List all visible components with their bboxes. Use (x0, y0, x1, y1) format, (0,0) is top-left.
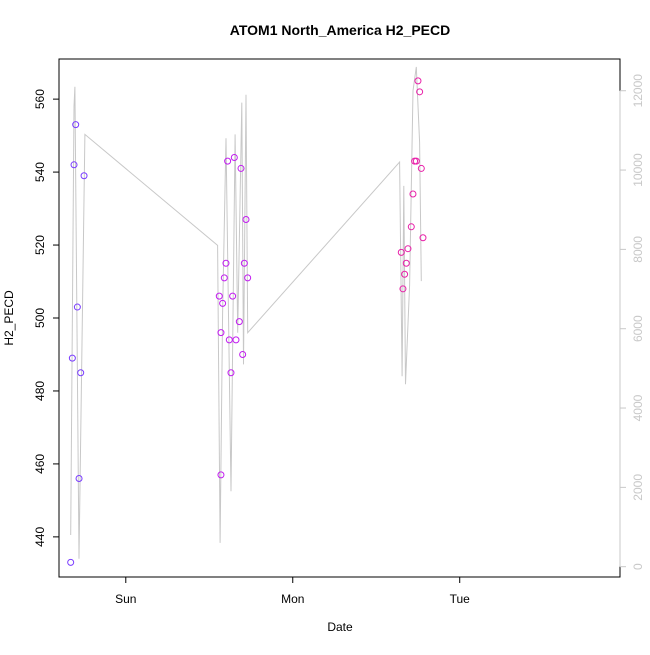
data-point (220, 274, 228, 282)
data-point (224, 157, 232, 165)
data-point (77, 369, 85, 377)
y2-tick-label: 12000 (631, 74, 645, 108)
x-tick-label: Sun (115, 592, 136, 606)
data-point (416, 88, 424, 96)
data-point (404, 245, 412, 253)
data-point (419, 234, 427, 242)
data-point (240, 259, 248, 267)
data-point (402, 259, 410, 267)
y-tick-label: 560 (33, 89, 47, 109)
data-point (75, 475, 83, 483)
data-point (237, 164, 245, 172)
data-point (225, 336, 233, 344)
data-point (217, 329, 225, 337)
y-tick-label: 460 (33, 454, 47, 474)
y-tick-label: 540 (33, 162, 47, 182)
data-point (232, 336, 240, 344)
secondary-line (70, 66, 422, 559)
data-point (239, 350, 247, 358)
x-tick-label: Mon (281, 592, 304, 606)
data-point (412, 157, 420, 165)
data-point (68, 354, 76, 362)
data-point (409, 190, 417, 198)
data-point (242, 216, 250, 224)
y2-tick-label: 8000 (631, 236, 645, 263)
data-point (417, 164, 425, 172)
data-point (73, 303, 81, 311)
y-axis-label: H2_PECD (2, 290, 16, 346)
data-point (72, 121, 80, 129)
y2-axis: 0 2000 4000 6000 8000 10000 12000 (619, 74, 645, 570)
chart-title: ATOM1 North_America H2_PECD (230, 22, 450, 38)
y2-tick-label: 4000 (631, 394, 645, 421)
data-point (215, 292, 223, 300)
data-point (399, 285, 407, 293)
data-point (229, 292, 237, 300)
data-point (235, 318, 243, 326)
secondary-line-series (70, 66, 422, 559)
data-point (70, 161, 78, 169)
data-point (397, 248, 405, 256)
x-axis: Sun Mon Tue (115, 576, 471, 606)
y2-tick-label: 2000 (631, 474, 645, 501)
data-point (401, 270, 409, 278)
y-tick-label: 520 (33, 235, 47, 255)
data-point (217, 471, 225, 479)
data-point (219, 299, 227, 307)
y2-tick-label: 6000 (631, 315, 645, 342)
data-point (230, 153, 238, 161)
y-axis: 440 460 480 500 520 540 560 (33, 89, 60, 547)
x-tick-label: Tue (450, 592, 471, 606)
y2-tick-label: 10000 (631, 153, 645, 187)
data-point (67, 558, 75, 566)
data-point (227, 369, 235, 377)
y-tick-label: 500 (33, 308, 47, 328)
data-point (407, 223, 415, 231)
y-tick-label: 480 (33, 381, 47, 401)
y2-tick-label: 0 (631, 563, 645, 570)
data-point (244, 274, 252, 282)
data-point (222, 259, 230, 267)
data-point (414, 77, 422, 85)
scatter-points (67, 77, 427, 566)
data-point (80, 172, 88, 180)
x-axis-label: Date (327, 620, 353, 634)
y-tick-label: 440 (33, 527, 47, 547)
